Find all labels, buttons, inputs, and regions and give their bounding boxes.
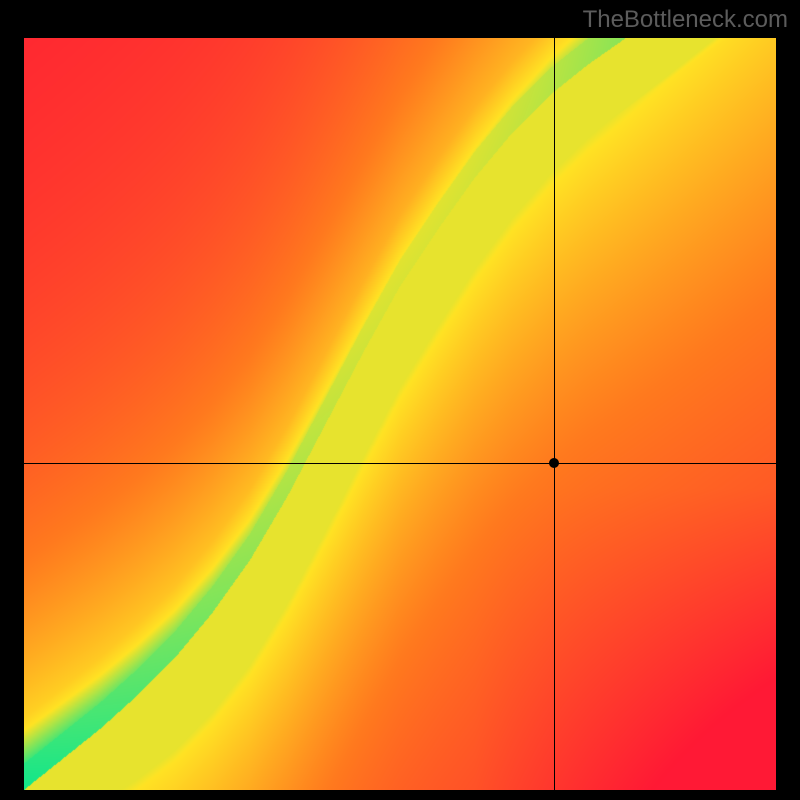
crosshair-horizontal: [24, 463, 776, 464]
bottleneck-heatmap: [24, 38, 776, 790]
plot-area: [24, 38, 776, 790]
crosshair-marker: [549, 458, 559, 468]
watermark-text: TheBottleneck.com: [583, 6, 788, 34]
chart-container: TheBottleneck.com: [0, 0, 800, 800]
crosshair-vertical: [554, 38, 555, 790]
